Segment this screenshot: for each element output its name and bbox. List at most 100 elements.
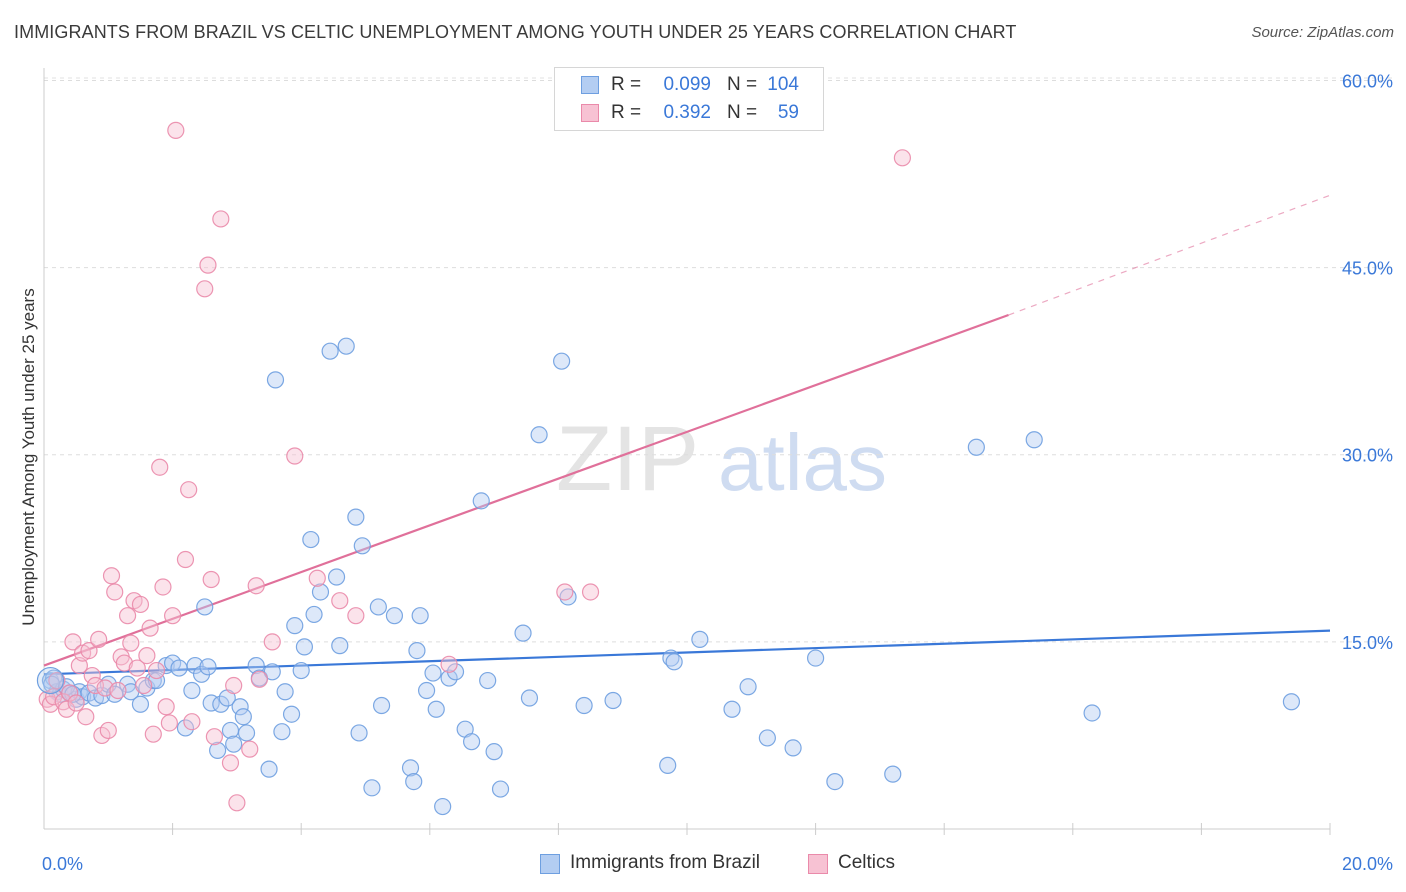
point-brazil bbox=[372, 696, 391, 715]
point-brazil bbox=[263, 663, 281, 681]
point-celtics bbox=[225, 676, 243, 695]
point-brazil bbox=[311, 583, 330, 601]
point-celtics bbox=[286, 447, 304, 465]
point-celtics bbox=[141, 619, 159, 637]
point-brazil bbox=[826, 772, 844, 791]
point-celtics bbox=[347, 607, 365, 625]
point-brazil bbox=[665, 653, 683, 671]
point-celtics bbox=[77, 708, 95, 726]
y-axis-label: Unemployment Among Youth under 25 years bbox=[19, 288, 38, 625]
point-brazil bbox=[321, 342, 339, 360]
point-brazil bbox=[196, 598, 214, 616]
point-celtics bbox=[48, 671, 66, 690]
legend-label-celtics: Celtics bbox=[838, 852, 896, 873]
point-celtics bbox=[196, 280, 214, 298]
watermark-zip: ZIP bbox=[556, 408, 699, 510]
point-brazil bbox=[530, 426, 548, 444]
point-brazil bbox=[411, 607, 429, 625]
point-celtics bbox=[247, 577, 265, 595]
point-celtics bbox=[581, 583, 600, 601]
point-celtics bbox=[241, 740, 259, 758]
point-brazil bbox=[427, 700, 445, 718]
point-brazil bbox=[147, 671, 166, 690]
point-celtics bbox=[96, 679, 114, 697]
point-celtics bbox=[164, 607, 182, 625]
point-brazil bbox=[479, 671, 497, 690]
point-brazil bbox=[385, 607, 404, 625]
watermark: ZIP atlas bbox=[556, 408, 887, 510]
point-brazil bbox=[353, 537, 371, 555]
point-celtics bbox=[67, 694, 85, 712]
point-brazil bbox=[424, 664, 442, 682]
point-celtics bbox=[556, 583, 574, 601]
point-celtics bbox=[122, 634, 140, 652]
stats-row-brazil: R = 0.099 N = 104 bbox=[555, 72, 823, 100]
point-brazil bbox=[363, 779, 381, 797]
point-celtics bbox=[212, 210, 230, 228]
point-celtics bbox=[157, 698, 175, 716]
stats-n-value: 59 bbox=[777, 102, 799, 123]
point-celtics bbox=[199, 256, 217, 274]
stats-swatch-brazil bbox=[581, 76, 599, 94]
point-brazil bbox=[1083, 704, 1101, 722]
x-tick-label: 20.0% bbox=[1342, 854, 1393, 874]
point-brazil bbox=[131, 695, 150, 713]
point-brazil bbox=[212, 695, 230, 713]
point-brazil bbox=[234, 708, 252, 726]
point-celtics bbox=[331, 592, 349, 610]
trend-line-celtics bbox=[43, 313, 1009, 667]
point-brazil bbox=[350, 724, 368, 742]
point-brazil bbox=[784, 739, 802, 757]
point-brazil bbox=[186, 656, 204, 675]
point-brazil bbox=[520, 689, 539, 707]
point-brazil bbox=[472, 492, 490, 510]
point-brazil bbox=[237, 724, 256, 742]
point-celtics bbox=[45, 688, 63, 706]
y-tick-label: 30.0% bbox=[1342, 446, 1393, 466]
point-celtics bbox=[118, 607, 137, 625]
source-label: Source: ZipAtlas.com bbox=[1251, 24, 1394, 41]
point-celtics bbox=[86, 676, 105, 695]
point-brazil bbox=[176, 719, 195, 737]
stats-r-label: R = bbox=[611, 102, 642, 123]
point-brazil bbox=[331, 637, 349, 655]
point-brazil bbox=[440, 669, 458, 687]
point-brazil bbox=[758, 729, 776, 747]
stats-row-celtics: R = 0.392 N = 59 bbox=[555, 100, 823, 128]
point-brazil bbox=[225, 735, 243, 753]
watermark-atlas: atlas bbox=[718, 418, 887, 507]
point-celtics bbox=[893, 149, 912, 167]
point-celtics bbox=[144, 725, 162, 743]
point-celtics bbox=[176, 550, 195, 569]
stats-r-value: 0.392 bbox=[663, 102, 711, 123]
data-points bbox=[36, 121, 1301, 816]
stats-box: R = 0.099 N = 104 R = 0.392 N = 59 bbox=[554, 67, 824, 131]
point-brazil bbox=[286, 617, 304, 635]
y-tick-label: 15.0% bbox=[1342, 633, 1393, 653]
point-brazil bbox=[739, 678, 757, 696]
point-celtics bbox=[183, 713, 201, 731]
stats-r-label: R = bbox=[611, 74, 642, 95]
point-celtics bbox=[131, 595, 150, 614]
y-tick-label: 45.0% bbox=[1342, 259, 1393, 279]
point-brazil bbox=[1282, 693, 1301, 711]
gridlines bbox=[44, 77, 1394, 643]
point-brazil bbox=[369, 598, 387, 616]
point-brazil bbox=[1025, 431, 1043, 449]
point-celtics bbox=[202, 570, 220, 589]
trend-line-brazil bbox=[43, 629, 1331, 676]
stats-r-value: 0.099 bbox=[663, 74, 711, 95]
point-celtics bbox=[106, 583, 124, 601]
point-celtics bbox=[109, 681, 127, 700]
point-brazil bbox=[408, 642, 426, 660]
point-brazil bbox=[305, 605, 323, 624]
point-brazil bbox=[575, 696, 593, 715]
point-celtics bbox=[205, 728, 223, 746]
point-brazil bbox=[292, 661, 310, 680]
point-celtics bbox=[64, 633, 82, 651]
point-brazil bbox=[485, 743, 503, 761]
point-brazil bbox=[434, 797, 452, 816]
legend-swatch-brazil bbox=[540, 854, 560, 874]
x-tick-label: 0.0% bbox=[42, 854, 83, 874]
